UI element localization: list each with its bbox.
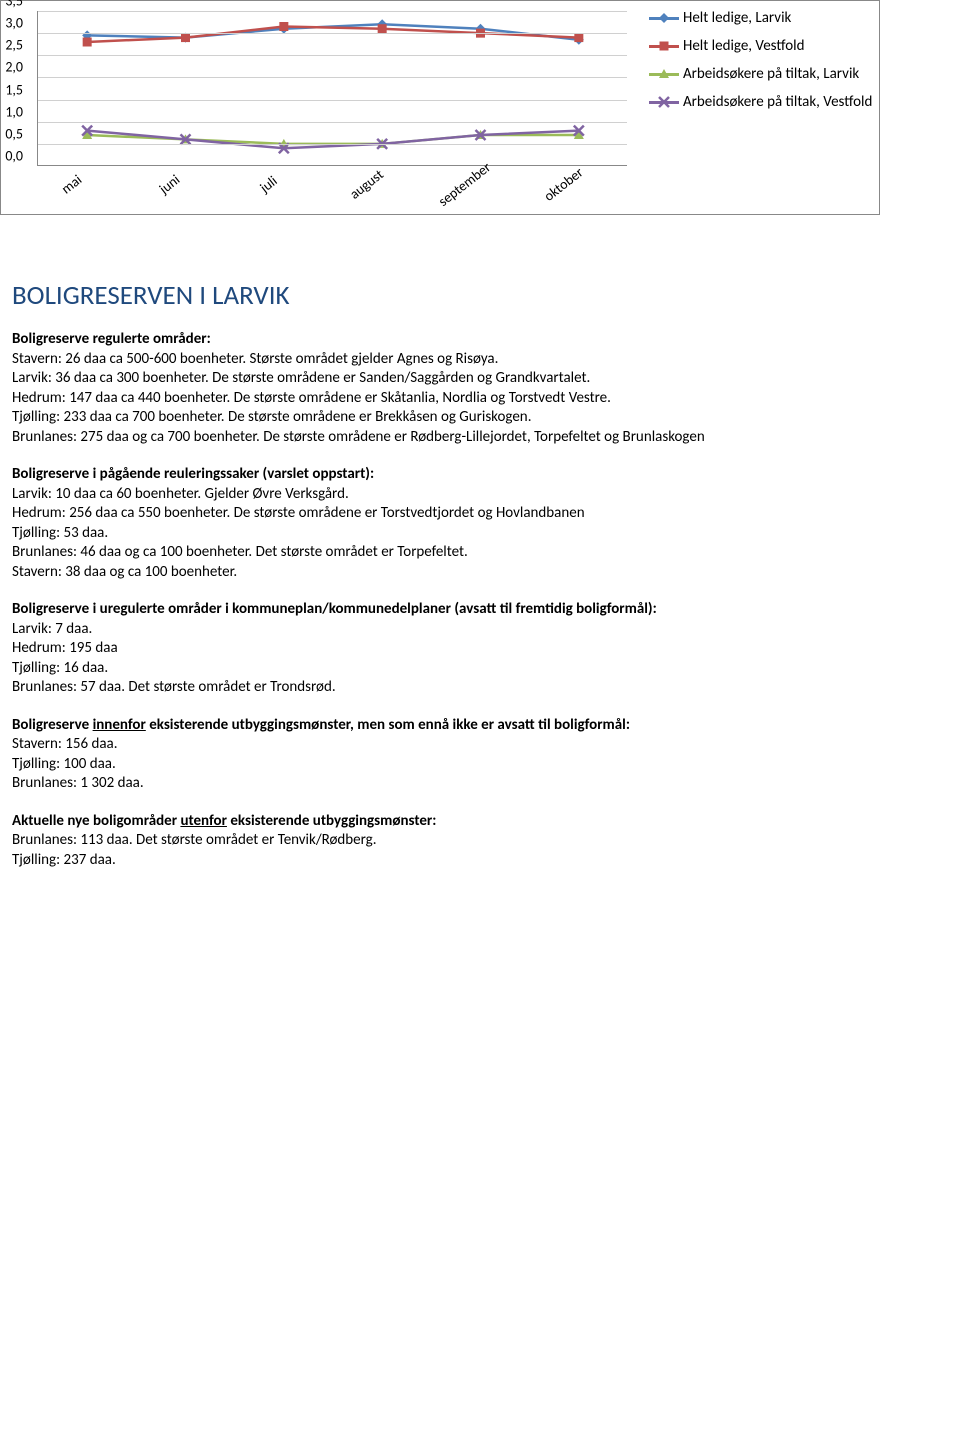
legend-item: Arbeidsøkere på tiltak, Vestfold [649, 93, 879, 111]
section-2-line: Larvik: 10 daa ca 60 boenheter. Gjelder … [12, 485, 944, 505]
section-4-head: Boligreserve innenfor eksisterende utbyg… [12, 716, 944, 736]
section-1-line: Stavern: 26 daa ca 500-600 boenheter. St… [12, 350, 944, 370]
section-1-line: Brunlanes: 275 daa og ca 700 boenheter. … [12, 428, 944, 448]
chart-y-axis: 0,00,51,01,52,02,53,03,5 [1, 1, 29, 156]
section-1-head: Boligreserve regulerte områder: [12, 330, 944, 350]
section-3-line: Hedrum: 195 daa [12, 639, 944, 659]
section-3-line: Brunlanes: 57 daa. Det største området e… [12, 678, 944, 698]
section-3-line: Larvik: 7 daa. [12, 620, 944, 640]
legend-item: Helt ledige, Vestfold [649, 37, 879, 55]
section-5-line: Brunlanes: 113 daa. Det største området … [12, 831, 944, 851]
section-3-head: Boligreserve i uregulerte områder i komm… [12, 600, 944, 620]
legend-item: Arbeidsøkere på tiltak, Larvik [649, 65, 879, 83]
section-4-line: Brunlanes: 1 302 daa. [12, 774, 944, 794]
section-2-line: Hedrum: 256 daa ca 550 boenheter. De stø… [12, 504, 944, 524]
section-4-line: Stavern: 156 daa. [12, 735, 944, 755]
chart-legend: Helt ledige, Larvik Helt ledige, Vestfold… [649, 1, 879, 214]
section-1-line: Hedrum: 147 daa ca 440 boenheter. De stø… [12, 389, 944, 409]
section-2-head: Boligreserve i pågående reuleringssaker … [12, 465, 944, 485]
legend-item: Helt ledige, Larvik [649, 9, 879, 27]
chart-container: 0,00,51,01,52,02,53,03,5 maijunijuliaugu… [0, 0, 880, 215]
section-1-line: Larvik: 36 daa ca 300 boenheter. De stør… [12, 369, 944, 389]
section-2-line: Tjølling: 53 daa. [12, 524, 944, 544]
section-3-line: Tjølling: 16 daa. [12, 659, 944, 679]
chart-plot [37, 11, 627, 166]
section-5-line: Tjølling: 237 daa. [12, 851, 944, 871]
section-2-line: Brunlanes: 46 daa og ca 100 boenheter. D… [12, 543, 944, 563]
section-1-line: Tjølling: 233 daa ca 700 boenheter. De s… [12, 408, 944, 428]
chart-x-axis: maijunijuliaugustseptemberoktober [37, 166, 627, 214]
section-5-head: Aktuelle nye boligområder utenfor eksist… [12, 812, 944, 832]
section-4-line: Tjølling: 100 daa. [12, 755, 944, 775]
section-2-line: Stavern: 38 daa og ca 100 boenheter. [12, 563, 944, 583]
page-title: BOLIGRESERVEN I LARVIK [12, 279, 944, 312]
